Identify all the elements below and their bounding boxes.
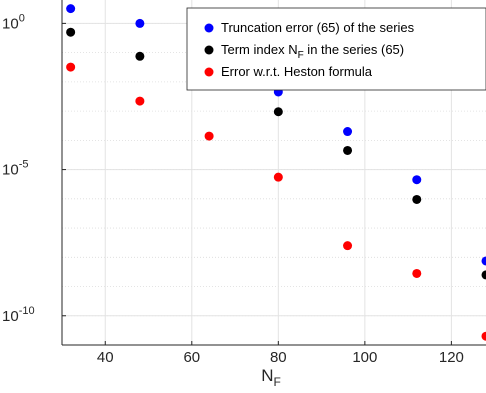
legend-label-term-index: Term index NF in the series (65) bbox=[221, 42, 404, 61]
data-point-series-1 bbox=[343, 145, 353, 155]
data-point-series-2 bbox=[481, 331, 486, 341]
data-point-series-1 bbox=[66, 27, 76, 37]
data-point-series-2 bbox=[66, 62, 76, 72]
legend-marker-heston-error bbox=[204, 67, 214, 77]
x-tick-label: 100 bbox=[352, 349, 377, 366]
y-tick-label: 10-5 bbox=[2, 159, 28, 179]
data-point-series-2 bbox=[412, 268, 422, 278]
legend-label-term-index-main: Term index N bbox=[221, 42, 298, 57]
x-tick-label: 80 bbox=[270, 349, 287, 366]
data-point-series-1 bbox=[412, 194, 422, 204]
legend-label-term-index-subscript: F bbox=[298, 50, 304, 61]
x-axis-title-main: N bbox=[261, 366, 273, 385]
data-point-series-0 bbox=[135, 18, 145, 28]
x-axis-title-subscript: F bbox=[273, 375, 280, 389]
legend-marker-term-index bbox=[204, 45, 214, 55]
y-tick-label: 100 bbox=[2, 12, 25, 32]
data-point-series-0 bbox=[343, 127, 353, 137]
x-tick-label: 60 bbox=[183, 349, 200, 366]
data-point-series-2 bbox=[135, 96, 145, 106]
x-tick-label: 40 bbox=[97, 349, 114, 366]
data-point-series-1 bbox=[273, 107, 283, 117]
data-point-series-2 bbox=[273, 172, 283, 182]
data-point-series-1 bbox=[135, 51, 145, 61]
data-point-series-0 bbox=[412, 175, 422, 185]
x-tick-label: 120 bbox=[439, 349, 464, 366]
legend-marker-truncation bbox=[204, 23, 214, 33]
legend-label-truncation: Truncation error (65) of the series bbox=[221, 20, 415, 35]
legend-label-heston-error: Error w.r.t. Heston formula bbox=[221, 64, 373, 79]
data-point-series-1 bbox=[481, 270, 486, 280]
data-point-series-0 bbox=[66, 4, 76, 14]
axes: 40 60 80 100 120 100 10-5 10-10 bbox=[2, 0, 486, 366]
data-point-series-2 bbox=[343, 241, 353, 251]
legend-label-term-index-suffix: in the series (65) bbox=[304, 42, 404, 57]
data-point-series-0 bbox=[481, 256, 486, 266]
legend: Truncation error (65) of the series Term… bbox=[186, 7, 486, 91]
y-tick-label: 10-10 bbox=[2, 305, 35, 325]
x-axis-title: NF bbox=[261, 366, 281, 389]
legend-box bbox=[186, 7, 486, 91]
data-point-series-2 bbox=[204, 131, 214, 141]
